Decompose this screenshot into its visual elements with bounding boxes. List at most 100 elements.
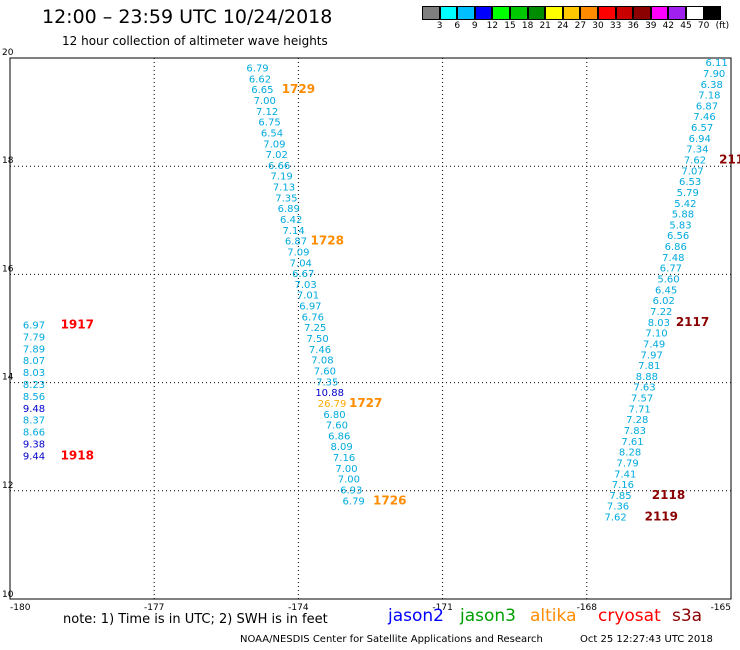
- wave-height-point: 6.75: [258, 118, 280, 129]
- chart-title: 12:00 – 23:59 UTC 10/24/2018: [42, 6, 333, 28]
- wave-height-point: 7.81: [638, 361, 660, 372]
- wave-height-point: 7.83: [624, 426, 646, 437]
- wave-height-point: 6.97: [299, 302, 321, 313]
- wave-height-point: 7.08: [311, 356, 333, 367]
- color-scale-tick: 21: [539, 21, 551, 31]
- time-label: 1917: [61, 318, 94, 332]
- wave-height-point: 8.07: [23, 356, 45, 367]
- wave-height-point: 7.48: [662, 253, 684, 264]
- wave-height-point: 6.97: [23, 321, 45, 332]
- color-scale-swatch: [633, 6, 651, 20]
- wave-height-point: 7.61: [621, 437, 643, 448]
- wave-height-point: 7.79: [617, 458, 639, 469]
- color-scale-tick: 39: [645, 21, 657, 31]
- wave-height-point: 7.62: [605, 513, 627, 524]
- color-scale-tick: 45: [680, 21, 692, 31]
- wave-height-point: 7.50: [306, 334, 328, 345]
- satellite-legend-item: jason3: [460, 606, 516, 626]
- wave-height-point: 6.79: [343, 496, 365, 507]
- color-scale-tick: 3: [436, 21, 443, 31]
- wave-height-point: 7.19: [270, 172, 292, 183]
- wave-height-point: 7.60: [326, 421, 348, 432]
- wave-height-point: 7.36: [607, 502, 629, 513]
- y-tick-label: 18: [2, 156, 14, 166]
- wave-height-point: 6.56: [667, 231, 689, 242]
- wave-height-point: 7.14: [282, 226, 304, 237]
- wave-height-point: 7.60: [314, 366, 336, 377]
- wave-height-point: 7.07: [681, 166, 703, 177]
- wave-height-point: 6.45: [655, 285, 677, 296]
- wave-height-point: 7.35: [316, 377, 338, 388]
- satellite-legend-item: cryosat: [598, 606, 661, 626]
- color-scale-swatch: [668, 6, 686, 20]
- x-tick-label: -168: [577, 603, 598, 613]
- wave-height-point: 8.88: [636, 372, 658, 383]
- wave-height-point: 7.12: [256, 107, 278, 118]
- wave-height-point: 9.44: [23, 451, 45, 462]
- wave-height-point: 7.02: [266, 150, 288, 161]
- color-scale-tick: 6: [454, 21, 461, 31]
- wave-height-point: 6.77: [660, 264, 682, 275]
- wave-height-point: 6.65: [251, 85, 273, 96]
- wave-height-point: 26.79: [318, 399, 347, 410]
- color-scale-swatch: [580, 6, 598, 20]
- x-tick-label: -171: [432, 603, 452, 613]
- chart-subtitle: 12 hour collection of altimeter wave hei…: [62, 34, 328, 48]
- wave-height-point: 7.09: [287, 247, 309, 258]
- wave-height-point: 6.53: [679, 177, 701, 188]
- wave-height-point: 7.34: [686, 145, 708, 156]
- wave-height-point: 7.09: [263, 139, 285, 150]
- time-label: 1728: [311, 234, 344, 248]
- wave-height-point: 6.62: [249, 74, 271, 85]
- wave-height-point: 8.03: [648, 318, 670, 329]
- wave-height-point: 7.00: [338, 475, 360, 486]
- time-label: 2118: [652, 488, 685, 502]
- footer-credit: NOAA/NESDIS Center for Satellite Applica…: [240, 634, 543, 645]
- footer-timestamp: Oct 25 12:27:43 UTC 2018: [580, 634, 713, 645]
- x-tick-label: -174: [288, 603, 309, 613]
- color-scale-tick: 9: [471, 21, 478, 31]
- color-scale-tick: 27: [574, 21, 587, 31]
- time-label: 2117: [676, 315, 709, 329]
- wave-height-point: 5.42: [674, 199, 696, 210]
- wave-height-point: 6.79: [246, 64, 268, 75]
- y-tick-label: 16: [2, 264, 14, 274]
- wave-height-point: 8.28: [619, 448, 641, 459]
- y-tick-label: 20: [2, 48, 14, 58]
- wave-height-point: 6.38: [701, 80, 723, 91]
- color-scale-swatch: [703, 6, 722, 20]
- color-scale-swatch: [492, 6, 510, 20]
- wave-height-point: 7.46: [309, 345, 331, 356]
- wave-height-point: 6.89: [278, 204, 300, 215]
- wave-height-point: 7.71: [629, 404, 651, 415]
- color-scale-swatch: [474, 6, 493, 20]
- wave-height-point: 7.49: [643, 339, 665, 350]
- x-tick-label: -165: [711, 603, 731, 613]
- color-scale-tick: 15: [504, 21, 516, 31]
- color-scale-swatch: [615, 6, 634, 20]
- wave-height-point: 6.42: [280, 215, 302, 226]
- wave-height-point: 7.62: [684, 155, 706, 166]
- color-scale-tick: 70: [697, 21, 710, 31]
- color-scale-tick: 18: [521, 21, 534, 31]
- plot-frame: [9, 57, 732, 600]
- wave-height-point: 7.01: [297, 291, 319, 302]
- wave-height-point: 7.89: [23, 344, 45, 355]
- wave-height-point: 6.67: [292, 269, 314, 280]
- wave-height-point: 6.66: [268, 161, 290, 172]
- wave-height-point: 6.80: [323, 410, 345, 421]
- time-label: 1918: [61, 448, 94, 462]
- color-scale-swatch: [457, 6, 475, 20]
- wave-height-point: 8.09: [331, 442, 353, 453]
- y-tick-label: 10: [2, 590, 14, 600]
- wave-height-point: 5.88: [672, 210, 694, 221]
- color-scale-tick: 30: [592, 21, 604, 31]
- wave-height-point: 7.10: [645, 329, 667, 340]
- wave-height-point: 6.02: [653, 296, 675, 307]
- time-label: 2119: [645, 510, 678, 524]
- wave-height-point: 6.76: [302, 312, 324, 323]
- wave-height-point: 7.16: [612, 480, 634, 491]
- wave-height-point: 7.03: [294, 280, 316, 291]
- wave-height-point: 6.93: [340, 486, 362, 497]
- wave-height-point: 7.90: [703, 69, 725, 80]
